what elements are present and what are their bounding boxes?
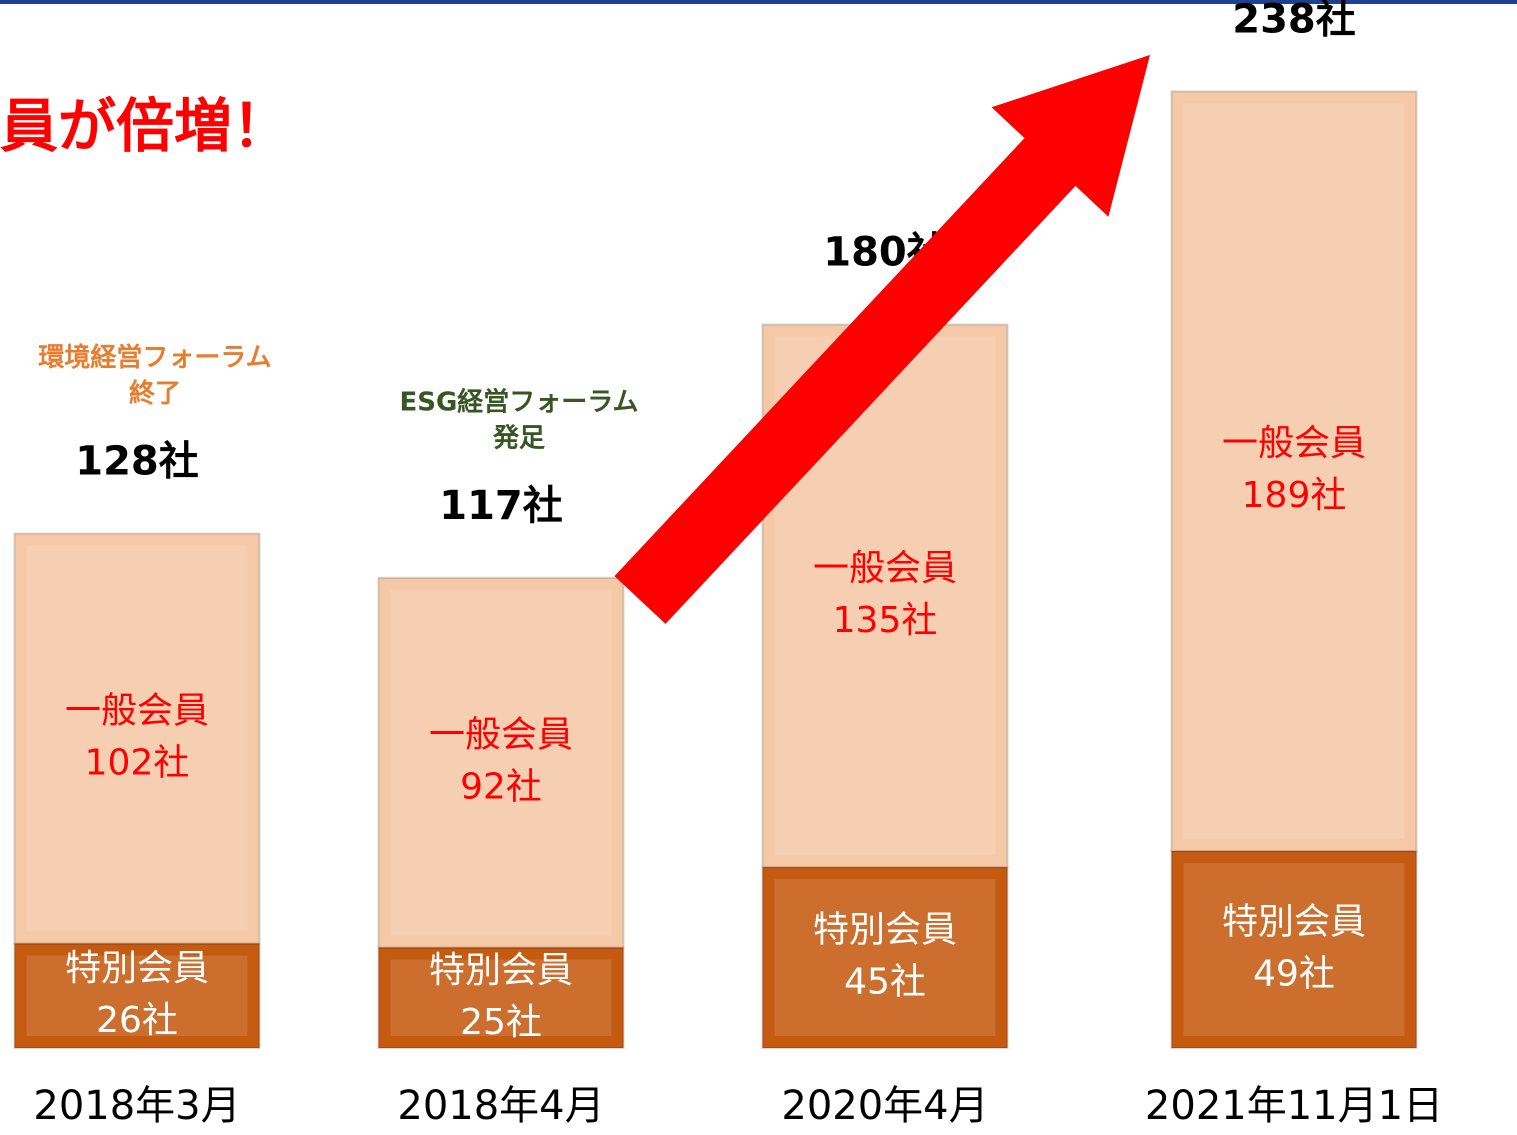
bar-bevel — [26, 545, 248, 932]
bar-bevel — [26, 955, 248, 1036]
bar-segment — [1170, 850, 1418, 1049]
growth-arrow — [614, 55, 1150, 624]
top-rule — [0, 0, 1517, 4]
segment-name: 一般会員 — [429, 715, 573, 756]
segment-value: 102社 — [85, 743, 190, 784]
annotation: 終了 — [129, 378, 181, 409]
bar-bevel — [1183, 103, 1405, 840]
bar-segment — [13, 532, 261, 945]
chart-title: 員が倍増！ — [0, 92, 290, 160]
category-label: 2020年4月 — [781, 1083, 988, 1129]
bar-bevel — [390, 959, 612, 1036]
segment-name: 特別会員 — [429, 950, 573, 991]
bar-segment — [377, 576, 625, 949]
category-label: 2018年3月 — [33, 1083, 240, 1129]
segment-value: 189社 — [1242, 475, 1347, 516]
segment-name: 特別会員 — [813, 910, 957, 951]
segment-value: 135社 — [833, 600, 938, 641]
bar-segment — [377, 946, 625, 1049]
segment-value: 25社 — [460, 1002, 542, 1043]
bar-bevel — [1183, 863, 1405, 1036]
total-label: 128社 — [75, 439, 199, 485]
annotation: ESG経営フォーラム — [399, 386, 638, 417]
category-label: 2018年4月 — [397, 1083, 604, 1129]
annotation: 発足 — [492, 423, 545, 453]
segment-name: 一般会員 — [65, 691, 209, 732]
segment-name: 一般会員 — [1222, 423, 1366, 464]
segment-value: 45社 — [844, 962, 926, 1003]
segment-name: 特別会員 — [1222, 902, 1366, 943]
segment-value: 26社 — [96, 1000, 178, 1041]
segment-name: 特別会員 — [65, 948, 209, 989]
bar-segment — [761, 866, 1009, 1050]
bar-segment — [13, 942, 261, 1049]
annotation: 環境経営フォーラム — [38, 342, 271, 373]
bar-bevel — [774, 879, 996, 1036]
category-label: 2021年11月1日 — [1145, 1083, 1443, 1129]
bar-bevel — [390, 589, 612, 936]
total-label: 117社 — [439, 483, 563, 529]
bar-segment — [1170, 90, 1418, 853]
segment-value: 92社 — [460, 767, 542, 808]
segment-value: 49社 — [1253, 954, 1335, 995]
segment-name: 一般会員 — [813, 548, 957, 589]
total-label: 238社 — [1232, 0, 1356, 42]
